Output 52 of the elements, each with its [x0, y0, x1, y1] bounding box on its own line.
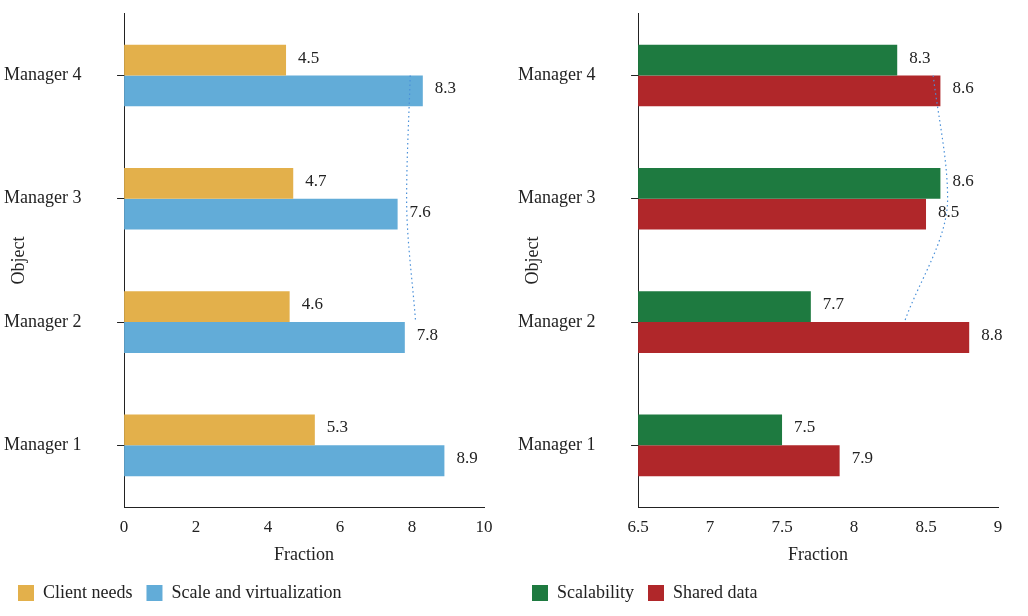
- y-tick-label: Manager 1: [518, 434, 596, 455]
- x-tick-label: 8: [407, 516, 417, 536]
- bar: [124, 167, 294, 199]
- y-tick-label: Manager 3: [4, 187, 82, 208]
- x-tick-label: 10: [475, 516, 493, 536]
- x-tick-label: 6.5: [627, 516, 649, 536]
- data-label: 7.8: [416, 324, 439, 344]
- data-label: 7.6: [409, 201, 431, 221]
- x-tick-label: 4: [263, 516, 273, 536]
- y-axis-title: Object: [7, 236, 28, 285]
- x-tick-label: 6: [335, 516, 345, 536]
- bar: [124, 198, 398, 230]
- y-tick-label: Manager 4: [518, 64, 596, 85]
- x-tick-label: 0: [119, 516, 129, 536]
- data-label: 8.9: [456, 448, 478, 468]
- y-tick-label: Manager 1: [4, 434, 82, 455]
- bar: [124, 44, 287, 76]
- legend-label: Shared data: [672, 581, 758, 602]
- x-tick-label: 9: [993, 516, 1003, 536]
- y-tick-label: Manager 2: [4, 310, 82, 331]
- data-label: 7.5: [794, 417, 816, 437]
- y-tick-label: Manager 3: [518, 187, 596, 208]
- x-tick-label: 2: [191, 516, 201, 536]
- data-label: 8.6: [952, 78, 974, 98]
- legend-label: Scalability: [557, 581, 634, 602]
- data-label: 8.5: [938, 201, 960, 221]
- bar: [124, 75, 423, 107]
- data-label: 4.7: [305, 170, 327, 190]
- data-label: 5.3: [326, 417, 349, 437]
- y-tick-label: Manager 2: [518, 310, 596, 331]
- data-label: 8.8: [981, 324, 1003, 344]
- legend-label: Scale and virtualization: [171, 581, 342, 602]
- y-tick-label: Manager 4: [4, 64, 82, 85]
- data-label: 7.9: [851, 448, 873, 468]
- bar: [124, 414, 315, 446]
- data-label: 8.3: [434, 78, 457, 98]
- x-tick-label: 7: [705, 516, 715, 536]
- legend-label: Client needs: [43, 581, 133, 602]
- data-label: 8.6: [952, 170, 974, 190]
- x-tick-label: 8: [849, 516, 859, 536]
- data-label: 4.5: [298, 47, 320, 67]
- x-axis-title: Fraction: [788, 543, 849, 564]
- bar: [124, 445, 445, 477]
- data-label: 7.7: [822, 294, 845, 314]
- x-tick-label: 8.5: [915, 516, 937, 536]
- data-label: 8.3: [909, 47, 931, 67]
- y-axis-title: Object: [521, 236, 542, 285]
- data-label: 4.6: [301, 294, 323, 314]
- x-tick-label: 7.5: [771, 516, 793, 536]
- bar: [124, 322, 405, 353]
- bar: [124, 291, 290, 323]
- x-axis-title: Fraction: [274, 543, 335, 564]
